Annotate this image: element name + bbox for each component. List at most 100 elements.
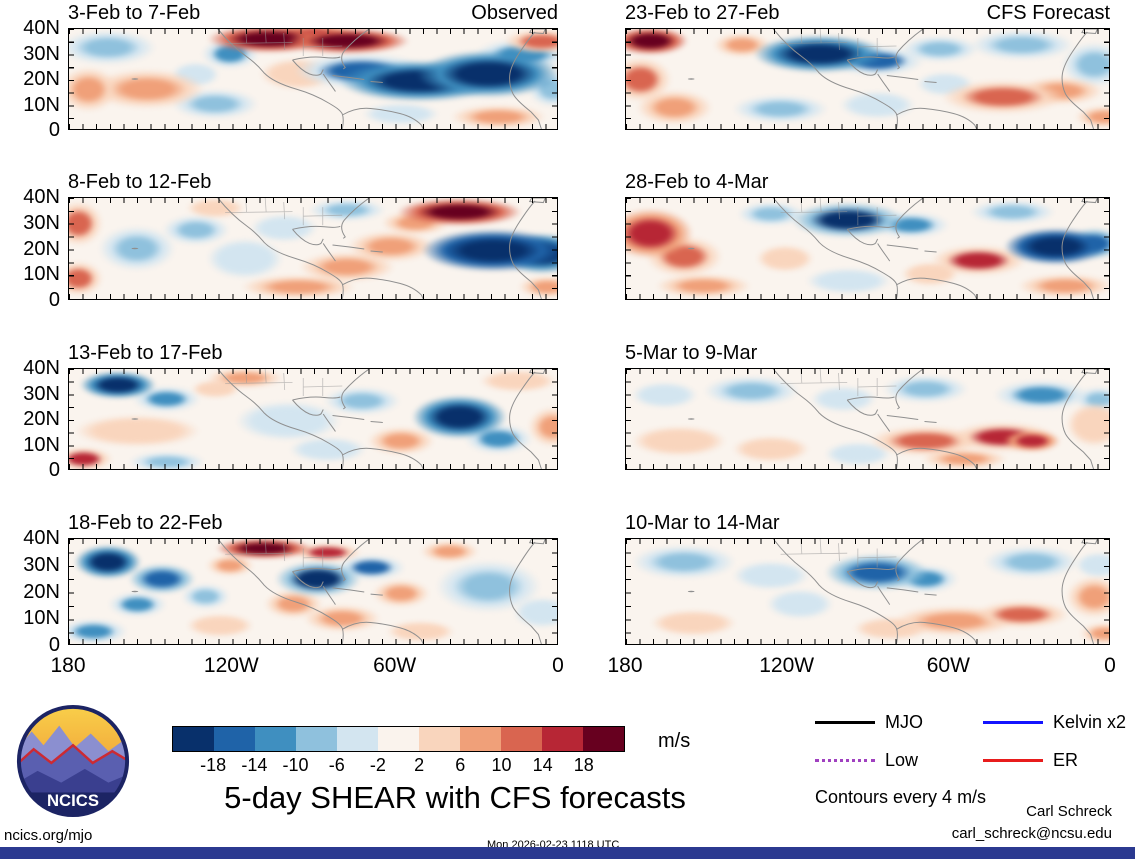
legend-item-mjo: MJO — [815, 712, 983, 733]
contour-interval-note: Contours every 4 m/s — [815, 787, 987, 807]
ncics-logo: NCICS — [14, 702, 132, 820]
colorbar-tick-label: -14 — [241, 755, 268, 775]
panel-title-row: 8-Feb to 12-Feb — [68, 171, 558, 193]
anomaly-blob — [809, 386, 878, 412]
colorbar-cell — [173, 727, 214, 751]
credit-email: carl_schreck@ncsu.edu — [951, 825, 1112, 842]
logo-text: NCICS — [47, 791, 99, 810]
colorbar-units-label: m/s — [658, 730, 691, 752]
colorbar-cell — [214, 727, 255, 751]
anomaly-blob — [881, 375, 969, 403]
anomaly-field — [626, 539, 1109, 644]
panel-date-range: 13-Feb to 17-Feb — [68, 342, 223, 364]
panel-title-row: 28-Feb to 4-Mar — [625, 171, 1110, 193]
anomaly-blob — [288, 436, 367, 462]
anomaly-blob — [161, 215, 231, 246]
lat-axis-label: 30N — [23, 211, 60, 234]
panel-date-range: 8-Feb to 12-Feb — [68, 171, 212, 193]
colorbar-tick-label: -2 — [369, 755, 386, 775]
anomaly-blob — [993, 380, 1090, 410]
anomaly-blob — [69, 66, 118, 112]
anomaly-blob — [371, 579, 431, 608]
panel-date-range: 23-Feb to 27-Feb — [625, 2, 780, 24]
anomaly-blob — [78, 371, 157, 399]
colorbar-cells — [172, 726, 625, 752]
lat-axis-label: 10N — [23, 93, 60, 116]
lat-axis-label: 40N — [23, 527, 60, 549]
anomaly-blob — [127, 452, 206, 469]
anomaly-blob — [361, 103, 440, 125]
lon-axis-label: 60W — [373, 654, 417, 677]
map-panel — [68, 28, 558, 130]
lat-axis-label: 0 — [48, 289, 60, 311]
lat-axis-label: 20N — [23, 68, 60, 90]
anomaly-blob — [478, 370, 557, 392]
panel-title-row: 13-Feb to 17-Feb — [68, 342, 558, 364]
anomaly-blob — [69, 447, 113, 469]
ncics-logo-graphic: NCICS — [16, 704, 130, 818]
lat-axis-label: 10N — [23, 263, 60, 286]
anomaly-blob — [69, 261, 104, 297]
anomaly-blob — [273, 561, 362, 597]
map-panel — [625, 197, 1110, 300]
colorbar: -18 -14 -10 -6 -2 2 6 10 14 18 — [172, 726, 625, 775]
colorbar-cell — [419, 727, 460, 751]
anomaly-blob — [766, 589, 834, 619]
lon-axis-label: 180 — [50, 654, 86, 677]
legend-label: Low — [885, 750, 919, 770]
column-label-observed: Observed — [471, 2, 558, 24]
anomaly-blob — [386, 620, 455, 642]
anomaly-blob — [732, 561, 810, 591]
colorbar-cell — [460, 727, 501, 751]
panel-date-range: 5-Mar to 9-Mar — [625, 342, 758, 364]
map-panel — [625, 538, 1110, 645]
legend-label: ER — [1053, 750, 1079, 770]
anomaly-blob — [410, 395, 509, 439]
anomaly-field — [626, 369, 1109, 469]
anomaly-field — [69, 29, 557, 129]
anomaly-blob — [838, 91, 916, 119]
anomaly-blob — [395, 198, 523, 227]
colorbar-cell — [255, 727, 296, 751]
anomaly-blob — [420, 229, 557, 272]
credit-name: Carl Schreck — [1026, 803, 1112, 820]
lat-axis-label: 30N — [23, 42, 60, 65]
anomaly-blob — [69, 200, 104, 246]
panel-title-row: 23-Feb to 27-Feb CFS Forecast — [625, 2, 1110, 24]
anomaly-field — [626, 29, 1109, 129]
anomaly-blob — [186, 613, 255, 637]
colorbar-cell — [337, 727, 378, 751]
legend-line-swatch — [983, 721, 1043, 724]
anomaly-blob — [650, 610, 738, 636]
panel-title-row: 5-Mar to 9-Mar — [625, 342, 1110, 364]
legend-label: MJO — [885, 712, 923, 732]
anomaly-blob — [1075, 106, 1109, 128]
anomaly-blob — [630, 426, 728, 456]
panel-date-range: 18-Feb to 22-Feb — [68, 512, 223, 534]
legend-line-swatch — [983, 759, 1043, 762]
anomaly-blob — [322, 387, 401, 415]
colorbar-tick-label: -18 — [200, 755, 227, 775]
lat-axis-label: 40N — [23, 17, 60, 39]
map-panel — [68, 538, 558, 645]
anomaly-blob — [626, 56, 672, 102]
anomaly-field — [69, 369, 557, 469]
anomaly-blob — [415, 50, 557, 98]
lat-axis-label: 30N — [23, 382, 60, 405]
lat-axis-label: 20N — [23, 580, 60, 603]
anomaly-blob — [804, 267, 892, 294]
anomaly-blob — [732, 95, 829, 123]
anomaly-blob — [303, 605, 382, 633]
legend-line-swatch — [815, 759, 875, 762]
lat-axis-label: 30N — [23, 553, 60, 576]
map-panel — [68, 197, 558, 300]
anomaly-blob — [968, 30, 1076, 60]
legend-item-kelvin-x2: Kelvin x2 — [983, 712, 1135, 733]
figure-title: 5-day SHEAR with CFS forecasts — [224, 780, 686, 815]
anomaly-blob — [420, 541, 479, 563]
anomaly-blob — [654, 273, 752, 298]
anomaly-blob — [1075, 552, 1109, 579]
colorbar-cell — [542, 727, 583, 751]
lon-axis-label: 60W — [926, 654, 970, 677]
anomaly-blob — [630, 545, 738, 579]
